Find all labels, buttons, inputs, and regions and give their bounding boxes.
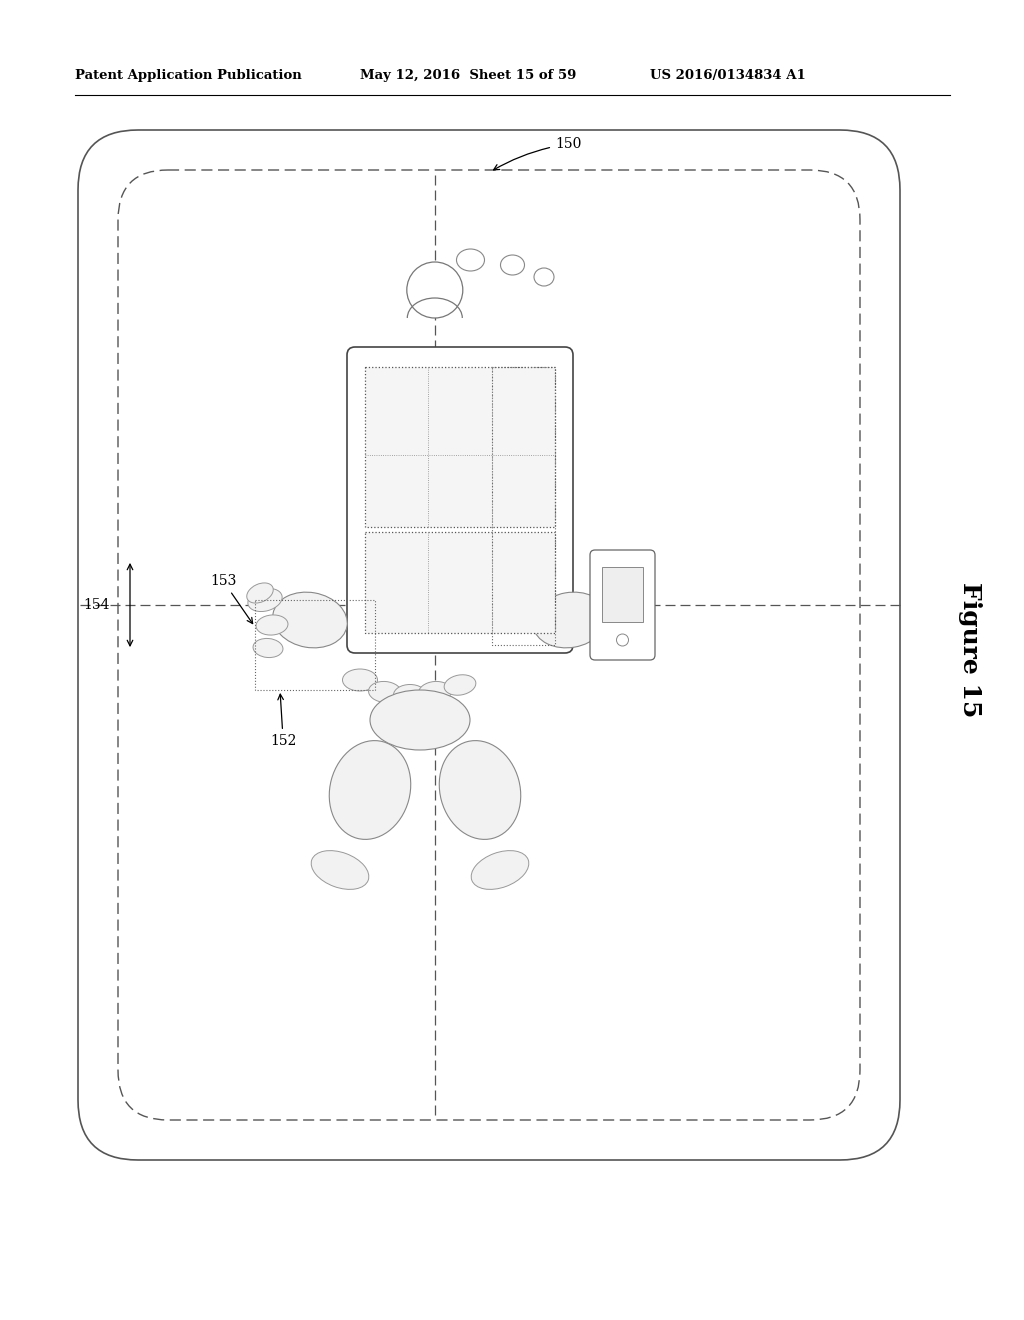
Text: 153: 153 [210,574,253,623]
Ellipse shape [256,615,288,635]
Bar [365,367,555,527]
Ellipse shape [248,589,283,611]
Ellipse shape [370,690,470,750]
Bar [255,601,375,690]
Ellipse shape [253,639,283,657]
Ellipse shape [272,593,347,648]
Ellipse shape [457,249,484,271]
Bar [602,568,643,622]
Ellipse shape [311,850,369,890]
Ellipse shape [603,589,637,611]
Ellipse shape [342,669,378,690]
Bar [493,367,555,645]
Ellipse shape [603,639,633,657]
Ellipse shape [393,685,427,705]
Ellipse shape [330,741,411,840]
Text: 150: 150 [494,137,582,170]
Text: May 12, 2016  Sheet 15 of 59: May 12, 2016 Sheet 15 of 59 [360,69,577,82]
Ellipse shape [471,850,528,890]
Ellipse shape [611,579,638,601]
Text: Figure 15: Figure 15 [958,582,982,718]
Ellipse shape [247,583,273,603]
Text: 154: 154 [84,598,110,612]
Ellipse shape [534,268,554,286]
Text: 152: 152 [270,694,296,748]
Ellipse shape [369,681,401,702]
Ellipse shape [419,681,452,702]
FancyBboxPatch shape [347,347,573,653]
Circle shape [407,261,463,318]
Ellipse shape [444,675,476,696]
Bar [365,532,555,634]
Ellipse shape [596,615,628,635]
FancyBboxPatch shape [590,550,655,660]
Ellipse shape [532,593,607,648]
Ellipse shape [501,255,524,275]
Ellipse shape [439,741,521,840]
Text: 151: 151 [365,544,432,602]
Text: Patent Application Publication: Patent Application Publication [75,69,302,82]
Text: US 2016/0134834 A1: US 2016/0134834 A1 [650,69,806,82]
